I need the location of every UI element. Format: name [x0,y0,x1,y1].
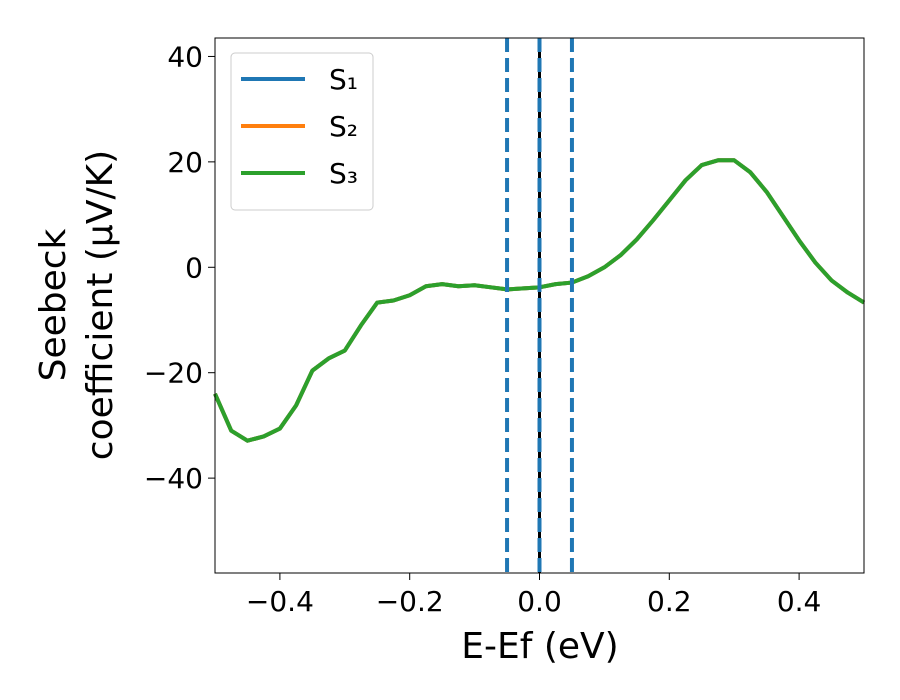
y-tick-label: 0 [185,251,203,284]
plot-frame [214,37,865,574]
legend-box [230,52,374,211]
x-axis-label: E-Ef (eV) [461,626,618,667]
y-tick-label: 40 [167,40,203,73]
y-tick-label: 20 [167,146,203,179]
x-tick-label: 0.4 [777,585,822,618]
x-tick-label: 0.0 [517,585,562,618]
legend-label: S₂ [329,110,358,143]
legend-label: S₃ [329,157,358,190]
x-tick-label: 0.2 [647,585,692,618]
y-tick-label: −20 [144,357,203,390]
y-axis-label: coefficient (μV/K) [80,150,121,460]
y-tick-label: −40 [144,462,203,495]
x-tick-label: −0.4 [246,585,314,618]
legend-label: S₁ [329,63,358,96]
y-axis-label: Seebeck [33,228,74,381]
x-tick-label: −0.2 [376,585,444,618]
